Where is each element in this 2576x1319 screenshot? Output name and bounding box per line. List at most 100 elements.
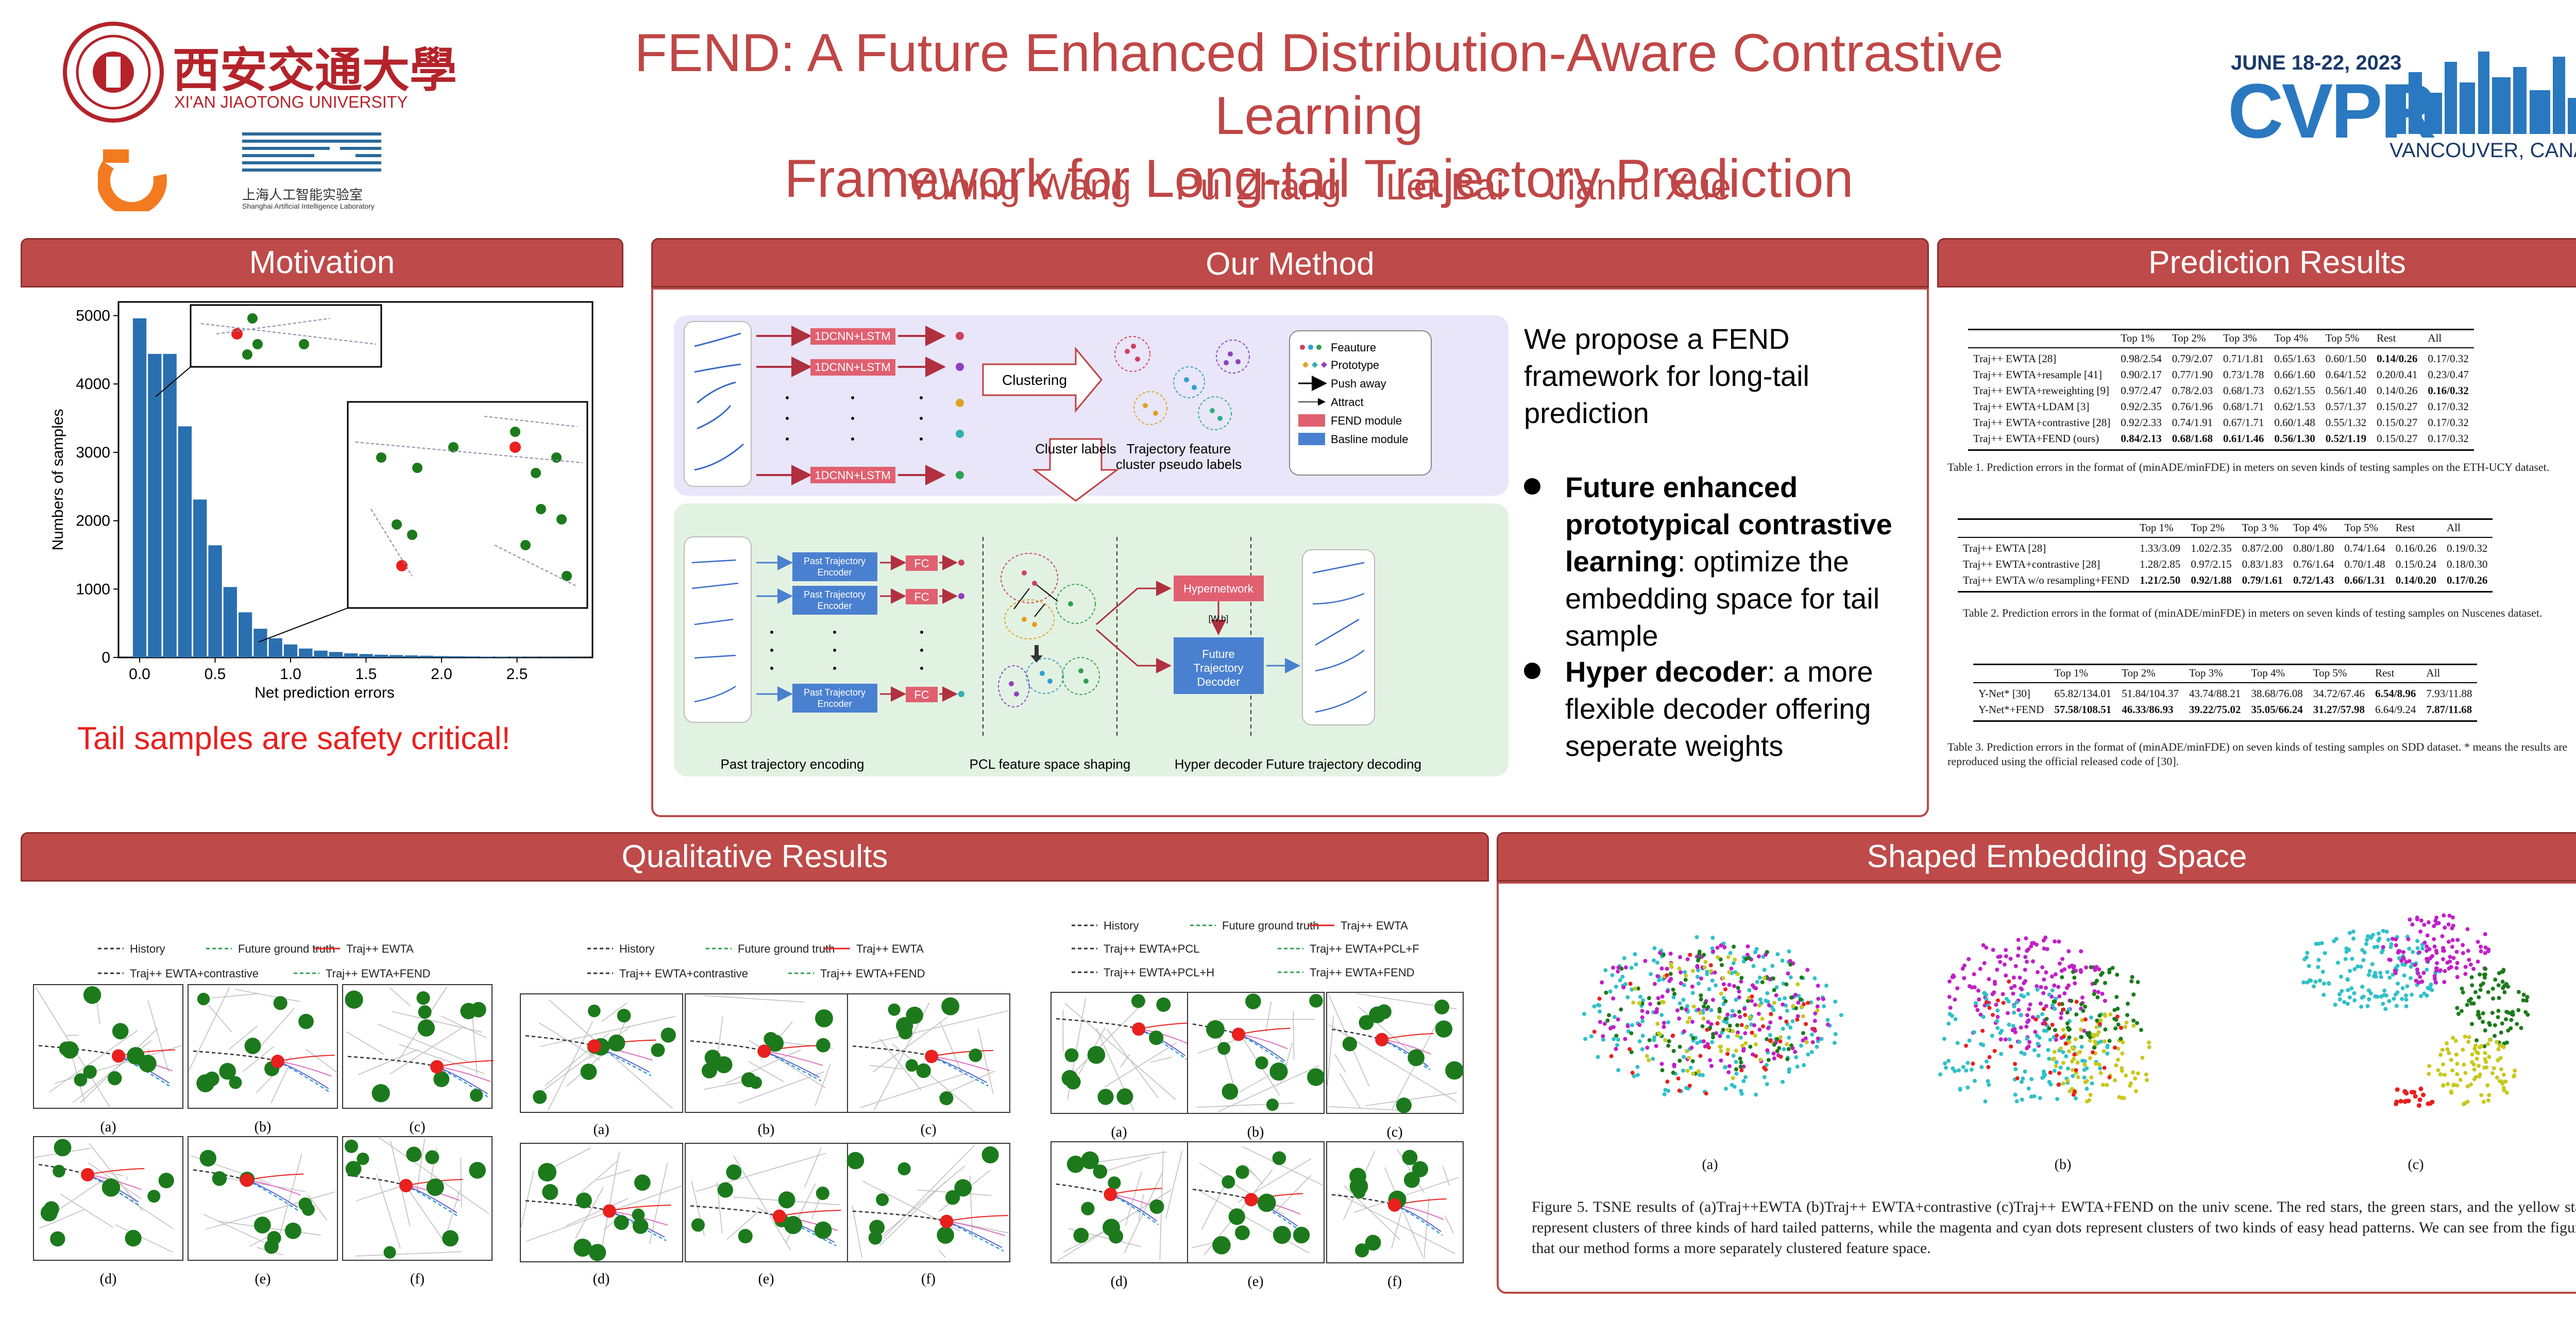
tsne-point [2110,966,2115,970]
agent-marker [1149,1199,1164,1214]
tsne-point [1666,1020,1671,1025]
svg-text:Past Trajectory: Past Trajectory [804,556,866,566]
tsne-point [2098,1066,2103,1071]
motivation-panel: 0 1000 2000 3000 4000 5000 0.0 0.5 1.0 1.5 2.0 2.5 N… [21,288,623,803]
tsne-point [2013,1092,2018,1097]
tsne-point [1981,1014,1986,1019]
section-header-embedding: Shaped Embedding Space [1497,832,2576,882]
title-line-2: Framework for Long-tail Trajectory Predi… [784,149,1854,209]
hypernetwork-box [1174,576,1264,601]
tsne-point [2506,1010,2511,1015]
tsne-point [1611,996,1616,1001]
tsne-point [1657,978,1662,983]
tsne-point [2035,984,2039,989]
table-cell: 0.17/0.32 [2428,416,2469,429]
tsne-point [1671,995,1676,1000]
inset-bottom [347,401,588,609]
tsne-point [1702,953,1706,957]
agent-marker [1217,1042,1231,1055]
tsne-point [1972,1078,1977,1083]
history-trajectory [1331,1194,1395,1206]
tsne-point [2095,995,2100,1000]
tsne-point [1984,992,1989,997]
tsne-point [1756,1011,1761,1016]
svg-text:FC: FC [914,557,929,570]
tsne-point [2120,1066,2124,1071]
tsne-point [2102,1049,2106,1054]
tsne-point [1612,1014,1617,1019]
skyline-icon [2391,52,2576,134]
tsne-point [2105,1083,2109,1087]
table-row: Traj++ EWTA+LDAM [3] 0.92/2.35 0.76/1.96 0.… [1968,399,2474,415]
agent-marker [556,514,567,525]
tsne-point [2107,970,2112,975]
tsne-point [2066,1066,2071,1071]
tsne-point [1690,1059,1695,1063]
agent-marker [1376,1004,1392,1020]
context-trajectory [188,987,230,1071]
table-cell: 0.17/0.32 [2422,431,2474,451]
tsne-point [2370,962,2375,967]
table-row: Traj++ EWTA+contrastive [28] 1.28/2.85 0.9… [1958,556,2493,572]
context-trajectory [377,1024,468,1062]
agent-marker [954,1179,972,1197]
tsne-point [2490,1071,2495,1076]
agent-marker [433,1071,450,1087]
tsne-point [1662,1024,1666,1029]
tsne-point [2469,975,2474,979]
tsne-point [1726,1047,1731,1052]
tsne-point [2393,992,2398,997]
tsne-point [2098,1039,2103,1044]
tsne-point [1684,1007,1688,1012]
tsne-point [2011,1024,2015,1028]
tsne-point [1665,973,1669,977]
context-trajectory [538,1022,600,1061]
legend-label: Future ground truth [738,942,835,955]
tsne-point [1803,1036,1808,1041]
agent-marker [242,349,252,360]
agent-marker [301,1203,315,1216]
tsne-point [1731,1029,1735,1034]
histogram-bar [344,653,358,657]
tsne-point [2053,1007,2057,1011]
tsne-point [2307,963,2311,968]
tsne-point [1689,1045,1694,1050]
tsne-point [1723,1017,1728,1021]
tsne-point [2402,973,2406,978]
tsne-point [2323,951,2327,955]
tsne-point [1710,936,1715,940]
svg-text:Prototype: Prototype [1331,359,1379,371]
tsne-point [1774,993,1778,997]
agent-marker [939,1091,954,1106]
xjtu-logo: 西安交通大學 XI'AN JIAOTONG UNIVERSITY [62,21,457,124]
table-cell: 1.33/3.09 [2139,542,2181,554]
tsne-point [1979,1042,1984,1046]
tsne-point [1741,1079,1746,1084]
table-cell: 7.93/11.88 [2426,687,2472,700]
agent-marker [531,468,541,478]
tsne-point [1739,1091,1744,1096]
tsne-point [1972,1030,1976,1035]
trajectory-line [370,509,413,577]
tsne-point [1799,975,1804,980]
tsne-point [2455,1061,2460,1066]
tsne-point [2450,915,2455,920]
tsne-point [1947,979,1952,984]
tsne-point [2455,960,2460,965]
legend-label: Traj++ EWTA+FEND [1310,966,1415,979]
tsne-point [2479,1093,2484,1097]
context-trajectory [597,1169,631,1181]
tsne-point [2427,1072,2431,1076]
tsne-point [1789,995,1793,1000]
tsne-point [1764,1067,1768,1072]
context-trajectory [852,1205,862,1258]
table-cell: 0.66/1.31 [2339,572,2391,593]
tsne-point [2449,1089,2453,1094]
tsne-point [1987,1055,1992,1059]
tsne-point [2521,998,2526,1003]
tsne-point [1742,1006,1747,1011]
tsne-point [1757,1027,1762,1032]
tsne-point [2057,1002,2062,1007]
future-trajectory-box [684,321,752,487]
tsne-point [1685,957,1690,961]
